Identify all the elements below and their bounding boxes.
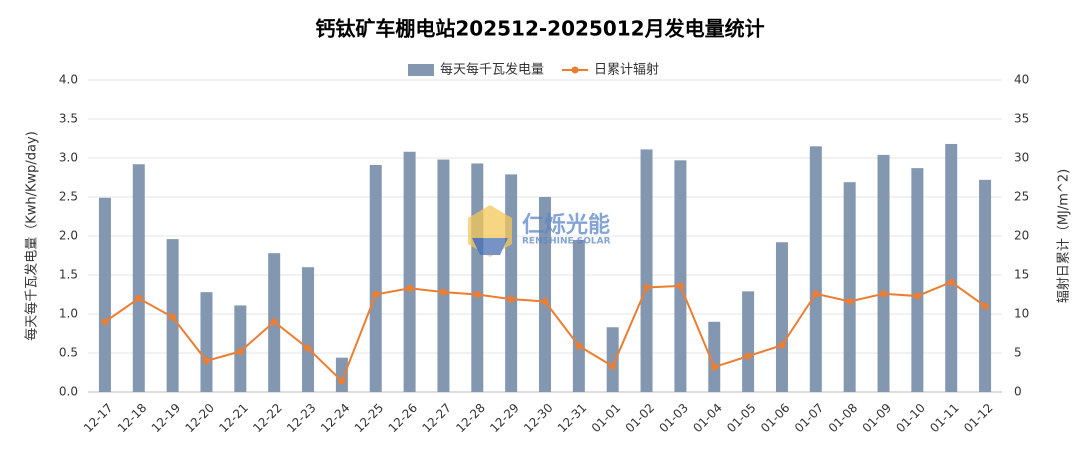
line-point (439, 288, 447, 296)
y2-axis-title: 辐射日累计（MJ/m^2) (1056, 169, 1072, 303)
bar (437, 159, 450, 392)
line-point (270, 318, 278, 326)
line-point (135, 294, 143, 302)
bar (775, 242, 788, 392)
bar (572, 239, 585, 392)
watermark-logo-panel (472, 238, 508, 255)
bar (945, 143, 958, 392)
line-point (812, 290, 820, 298)
bar (742, 291, 755, 392)
y2-tick-label: 30 (1014, 151, 1029, 165)
y2-tick-label: 0 (1014, 385, 1022, 399)
y-axis-title: 每天每千瓦发电量（Kwh/Kwp/day) (24, 131, 40, 341)
bar (674, 160, 687, 392)
plot-area (88, 79, 1002, 393)
legend-label: 日累计辐射 (594, 62, 659, 78)
y2-tick-label: 5 (1014, 346, 1022, 360)
line-point (609, 362, 617, 370)
bar (132, 164, 145, 392)
y-tick-label: 4.0 (59, 73, 78, 87)
y2-tick-label: 40 (1014, 73, 1029, 87)
line-point (236, 347, 244, 355)
bar (843, 182, 856, 392)
y-tick-label: 0.0 (59, 385, 78, 399)
line-point (643, 283, 651, 291)
line-point (473, 291, 481, 298)
bar (335, 357, 348, 392)
y-tick-label: 2.0 (59, 229, 78, 243)
bar (911, 168, 924, 392)
line-point (406, 284, 414, 292)
legend-label: 每天每千瓦发电量 (440, 62, 544, 78)
bar (98, 197, 111, 392)
y-tick-label: 1.5 (59, 268, 78, 282)
line-point (778, 341, 786, 349)
bar (539, 197, 551, 392)
bar (200, 292, 213, 392)
bar (505, 174, 518, 392)
bar (708, 321, 721, 392)
bar (979, 179, 992, 392)
line-point (947, 278, 955, 286)
bar (877, 154, 890, 392)
line-point (101, 318, 109, 326)
bar (809, 146, 822, 392)
y-tick-label: 3.5 (59, 112, 78, 126)
bar (403, 151, 416, 392)
y2-tick-label: 15 (1014, 268, 1029, 282)
bar (606, 327, 619, 392)
y2-tick-label: 25 (1014, 190, 1029, 204)
bar (640, 149, 653, 392)
line-point (880, 290, 888, 298)
chart-title: 钙钛矿车棚电站202512-2025012月发电量统计 (315, 17, 764, 41)
watermark: 仁烁光能 RENSHINE SOLAR (468, 205, 611, 257)
line-point (846, 298, 854, 306)
bar (302, 267, 315, 392)
legend-swatch (408, 64, 434, 76)
line-point (744, 352, 752, 360)
line-point (338, 377, 346, 385)
bar (471, 163, 484, 392)
line-point (169, 313, 177, 321)
legend-swatch-marker (571, 66, 579, 74)
line-point (507, 295, 515, 303)
line-point (913, 292, 921, 300)
y-tick-label: 1.0 (59, 307, 78, 321)
line-point (981, 302, 989, 310)
line-point (541, 298, 549, 306)
y2-tick-label: 10 (1014, 307, 1029, 321)
line-point (372, 291, 380, 298)
line-point (202, 357, 210, 365)
line-point (575, 342, 583, 350)
y2-tick-label: 35 (1014, 112, 1029, 126)
line-point (304, 344, 312, 352)
watermark-subtext: RENSHINE SOLAR (522, 237, 611, 247)
y-tick-label: 3.0 (59, 151, 78, 165)
y-tick-label: 2.5 (59, 190, 78, 204)
watermark-text: 仁烁光能 (522, 212, 610, 238)
y2-tick-label: 20 (1014, 229, 1029, 243)
line-point (676, 282, 684, 290)
bar (369, 165, 382, 392)
line-point (710, 363, 718, 371)
y-tick-label: 0.5 (59, 346, 78, 360)
